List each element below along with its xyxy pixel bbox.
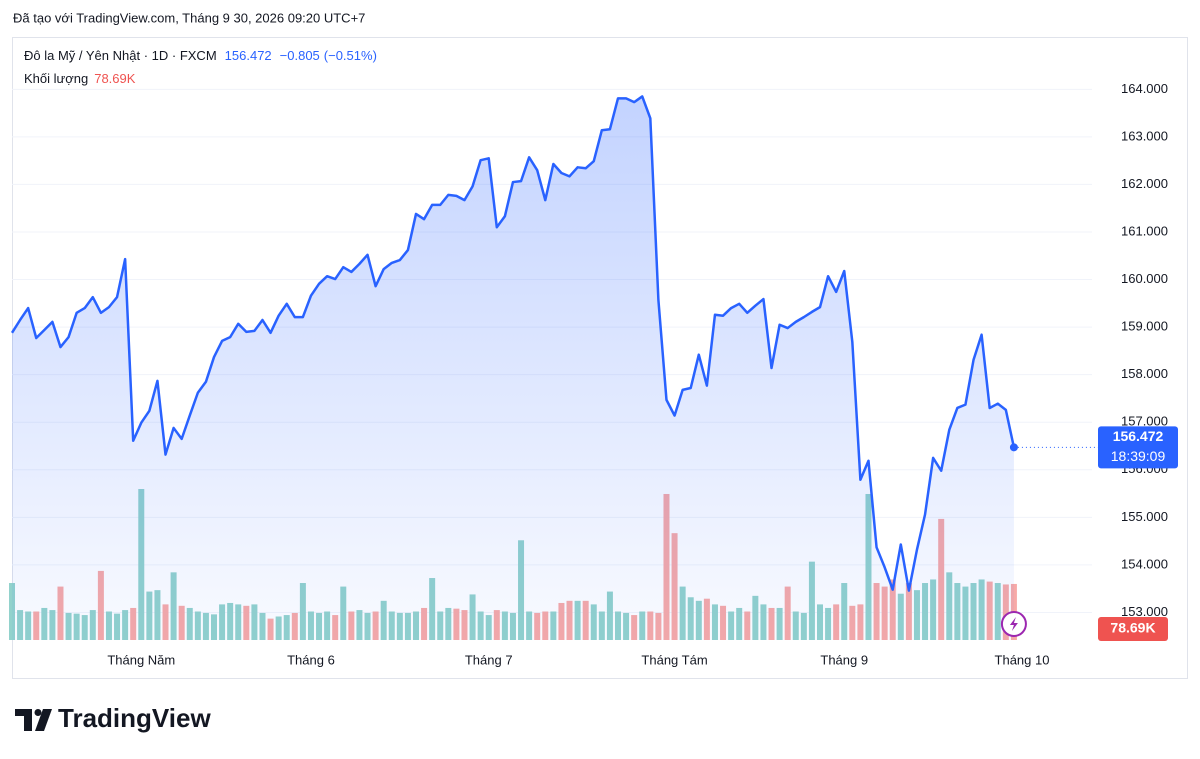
price-tag-value: 156.472	[1113, 428, 1164, 444]
logo-dot	[34, 709, 42, 716]
x-tick-label: Tháng 6	[287, 652, 335, 667]
y-tick-label: 154.000	[1121, 556, 1168, 571]
last-point	[1009, 443, 1018, 452]
logo-text: TradingView	[58, 703, 211, 733]
legend-volume: Khối lượng 78.69K	[24, 71, 136, 86]
y-tick-label: 158.000	[1121, 366, 1168, 381]
y-tick-label: 157.000	[1121, 414, 1168, 429]
y-tick-label: 155.000	[1121, 509, 1168, 524]
y-tick-label: 159.000	[1121, 319, 1168, 334]
x-tick-label: Tháng 10	[995, 652, 1050, 667]
y-tick-label: 161.000	[1121, 223, 1168, 238]
price-line	[10, 95, 1016, 592]
volume-tag-value: 78.69K	[1110, 620, 1155, 636]
area-fill	[12, 96, 1014, 640]
y-tick-label: 162.000	[1121, 176, 1168, 191]
y-tick-label: 163.000	[1121, 128, 1168, 143]
y-tick-label: 153.000	[1121, 604, 1168, 619]
labels: 153.000154.000155.000156.000157.000158.0…	[107, 81, 1178, 667]
logo-shape	[15, 709, 32, 731]
logo-slash	[35, 709, 52, 731]
y-tick-label: 164.000	[1121, 81, 1168, 96]
legend-main: Đô la Mỹ / Yên Nhật · 1D · FXCM 156.472 −0…	[24, 48, 377, 63]
created-note: Đã tạo với TradingView.com, Tháng 9 30, …	[13, 10, 365, 25]
symbol-name: Đô la Mỹ / Yên Nhật · 1D · FXCM	[24, 48, 217, 63]
y-tick-label: 160.000	[1121, 271, 1168, 286]
price-tag-countdown: 18:39:09	[1111, 448, 1166, 464]
change: −0.805	[280, 48, 320, 63]
event-icon	[1009, 617, 1018, 631]
volume-last: 78.69K	[94, 71, 136, 86]
x-tick-label: Tháng Năm	[107, 652, 175, 667]
price-tag	[1098, 426, 1178, 469]
last-price: 156.472	[225, 48, 272, 63]
price-area	[10, 95, 1098, 640]
x-tick-label: Tháng 7	[465, 652, 513, 667]
x-tick-label: Tháng Tám	[641, 652, 707, 667]
logo-icon	[15, 709, 52, 731]
change-percent: (−0.51%)	[324, 48, 377, 63]
x-tick-label: Tháng 9	[820, 652, 868, 667]
volume-tag	[1098, 617, 1168, 641]
volume-name: Khối lượng	[24, 71, 88, 86]
